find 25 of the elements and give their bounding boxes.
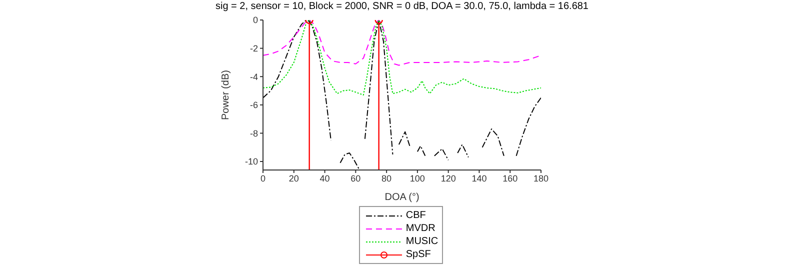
y-tick-label: -8 (250, 128, 258, 138)
legend-label: MUSIC (406, 236, 438, 247)
x-axis-title: DOA (°) (384, 192, 420, 203)
y-tick-label: -6 (250, 100, 258, 110)
legend-label: SpSF (406, 249, 431, 260)
x-tick-label: 0 (260, 173, 266, 184)
x-tick-label: 20 (288, 173, 299, 184)
x-tick-label: 80 (382, 173, 392, 184)
line-series (263, 20, 541, 96)
y-axis-title: Power (dB) (220, 70, 232, 120)
x-tick-label: 40 (320, 173, 330, 184)
x-tick-label: 140 (472, 173, 487, 184)
y-tick-label: 0 (252, 15, 258, 26)
legend-label: MVDR (406, 223, 436, 234)
x-tick-label: 120 (440, 173, 456, 184)
line-series (263, 20, 541, 66)
x-tick-label: 60 (350, 173, 361, 184)
x-tick-label: 160 (502, 173, 518, 184)
x-tick-label: 100 (410, 173, 425, 184)
legend-label: CBF (406, 210, 426, 221)
y-tick-label: -2 (250, 43, 258, 54)
chart-title: sig = 2, sensor = 10, Block = 2000, SNR = 0 dB, DOA = 30.0, 75.0, lambda = 16.681 (214, 1, 590, 12)
y-tick-label: -10 (244, 156, 258, 167)
y-tick-label: -4 (250, 72, 258, 82)
x-tick-label: 180 (533, 173, 549, 184)
